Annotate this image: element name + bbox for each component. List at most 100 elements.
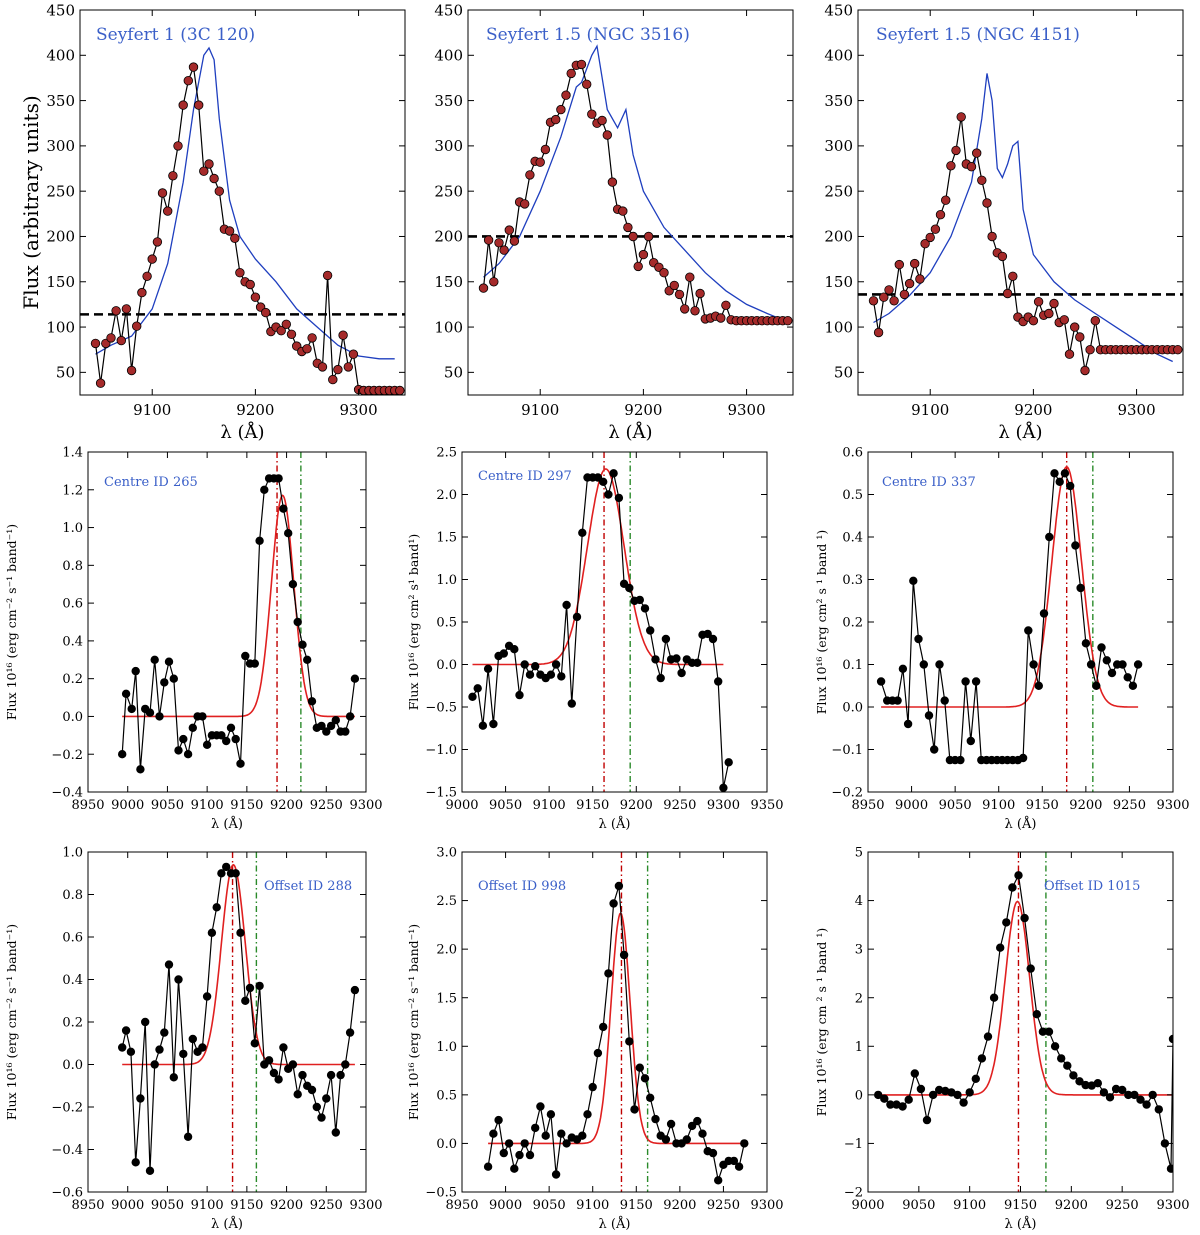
x-tick-label: 9100: [191, 1198, 224, 1213]
data-point: [126, 365, 137, 376]
data-point: [916, 1084, 926, 1094]
data-point: [326, 1070, 336, 1080]
data-point: [935, 660, 944, 669]
axes-frame: [867, 451, 1174, 793]
data-point: [599, 477, 608, 486]
data-point: [317, 721, 326, 731]
y-tick-label: 0.5: [436, 616, 457, 631]
y-tick-label: 0.0: [842, 701, 863, 716]
data-point: [504, 225, 515, 235]
y-axis-label: Flux 10¹⁶ (erg cm² s¹ band¹): [406, 534, 421, 711]
data-point: [307, 333, 317, 343]
x-tick-label: 9250: [310, 798, 343, 813]
data-point: [1080, 365, 1090, 376]
data-point: [593, 1048, 603, 1058]
y-tick-label: 2.5: [436, 894, 457, 909]
data-point: [245, 983, 255, 993]
data-point: [1050, 1042, 1060, 1051]
data-point: [188, 723, 197, 732]
data-point: [930, 224, 941, 234]
data-point: [951, 145, 961, 156]
x-tick-label: 8950: [71, 1198, 104, 1213]
data-point: [956, 112, 966, 122]
data-point: [646, 626, 655, 635]
data-point: [562, 1139, 571, 1148]
data-point: [880, 1094, 889, 1103]
x-tick-label: 9100: [576, 1198, 609, 1213]
x-axis-label: λ (Å): [998, 421, 1042, 443]
y-tick-label: 350: [46, 92, 75, 110]
panel-9: 9000 9050 9100 9150 9200 9250 9300 −2 −1 0 1 2 3 4 5 λ …: [814, 846, 1190, 1232]
data-point: [302, 344, 312, 354]
data-point: [989, 993, 999, 1002]
y-tick-label: −1.5: [425, 786, 457, 801]
data-point: [174, 746, 183, 755]
data-point: [874, 1090, 883, 1100]
panel-title: Seyfert 1 (3C 120): [96, 25, 255, 45]
data-point: [160, 678, 169, 687]
data-point: [468, 692, 477, 701]
data-point: [941, 195, 951, 205]
data-point: [279, 504, 288, 513]
data-point: [1085, 345, 1095, 355]
data-point: [904, 1095, 913, 1104]
data-point: [977, 175, 987, 186]
data-point: [322, 1094, 331, 1103]
data-point: [582, 79, 592, 90]
y-tick-label: 3.0: [436, 846, 457, 861]
panel-title: Seyfert 1.5 (NGC 3516): [486, 25, 690, 45]
data-point: [551, 1170, 561, 1179]
data-point: [183, 1132, 193, 1141]
data-point: [879, 292, 889, 302]
y-tick-label: −0.5: [425, 1186, 457, 1201]
data-point: [557, 1129, 566, 1138]
data-point: [121, 689, 131, 698]
data-point: [940, 696, 949, 705]
panel-7: 8950 9000 9050 9100 9150 9200 9250 9300 −0.6 −0.4…: [4, 846, 383, 1232]
data-point: [198, 1043, 207, 1052]
data-point: [95, 378, 106, 388]
data-point: [535, 157, 545, 167]
y-tick-label: −0.4: [51, 1143, 83, 1158]
data-point: [541, 1131, 550, 1140]
x-tick-label: 9150: [230, 1198, 263, 1213]
data-point: [193, 100, 204, 110]
y-tick-label: −0.4: [51, 786, 83, 801]
x-tick-label: 9100: [133, 401, 171, 419]
y-axis-label: Flux 10¹⁶ (erg cm⁻² s⁻¹ band⁻¹): [4, 524, 19, 720]
data-point: [155, 1045, 164, 1054]
y-tick-label: 250: [824, 182, 853, 200]
x-tick-label: 9250: [1113, 798, 1146, 813]
y-tick-label: 350: [824, 92, 853, 110]
data-point: [536, 1102, 545, 1111]
model-line: [95, 46, 395, 360]
gaussian-fit: [122, 863, 355, 1066]
data-point: [117, 750, 127, 759]
plot-area: [117, 452, 360, 792]
data-point: [235, 268, 245, 278]
data-point: [982, 198, 992, 208]
data-point: [996, 943, 1005, 952]
y-tick-label: 0.6: [842, 446, 863, 461]
data-point: [1024, 626, 1033, 635]
x-tick-label: 8950: [445, 1198, 478, 1213]
data-point: [221, 862, 231, 872]
data-point: [1069, 322, 1080, 332]
data-point: [889, 296, 899, 306]
data-point: [121, 304, 132, 314]
data-point: [312, 1102, 321, 1112]
data-point: [609, 469, 618, 478]
data-point: [693, 1116, 702, 1126]
data-point: [250, 1039, 259, 1048]
data-point: [729, 1156, 739, 1166]
data-point: [483, 664, 493, 673]
data-point: [661, 634, 671, 644]
data-point: [217, 731, 226, 740]
plot-area: [483, 852, 749, 1192]
data-point: [1118, 660, 1127, 669]
data-point: [473, 684, 482, 693]
data-point: [1033, 297, 1044, 307]
data-point: [209, 173, 219, 184]
data-point: [640, 604, 650, 613]
data-point: [164, 657, 174, 666]
